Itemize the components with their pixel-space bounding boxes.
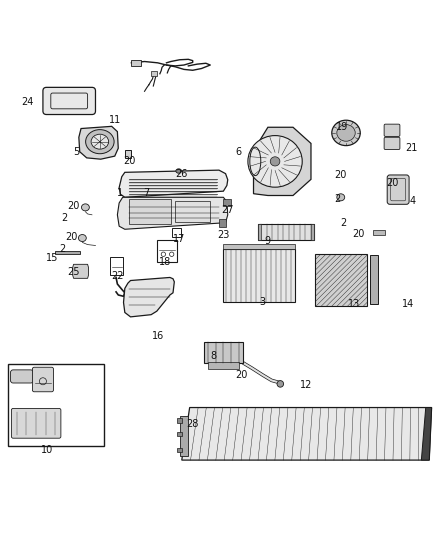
Polygon shape [254,127,311,196]
Ellipse shape [270,157,280,166]
Text: 20: 20 [65,232,77,242]
Text: 26: 26 [176,168,188,179]
Text: 15: 15 [46,253,58,263]
Text: 22: 22 [111,271,124,281]
Text: 10: 10 [41,445,53,455]
Bar [204,342,243,363]
Text: 7: 7 [144,188,150,198]
Ellipse shape [78,235,86,241]
Text: 20: 20 [124,156,136,166]
Bar [177,418,182,423]
Text: 20: 20 [335,169,347,180]
Bar [208,362,239,368]
Text: 27: 27 [222,205,234,215]
Bar [175,201,210,222]
Bar [311,223,314,240]
Text: 18: 18 [159,257,172,267]
Text: 4: 4 [410,196,416,206]
Text: 6: 6 [236,147,242,157]
Bar [125,150,131,158]
Text: 9: 9 [264,236,270,246]
Bar [110,257,123,275]
Polygon shape [79,126,118,159]
Bar [55,251,80,254]
Bar [172,228,181,237]
FancyBboxPatch shape [43,87,95,115]
Text: 2: 2 [341,217,347,228]
Text: 20: 20 [352,229,364,239]
Text: 16: 16 [152,330,165,341]
FancyBboxPatch shape [11,370,33,383]
Ellipse shape [277,381,284,387]
Ellipse shape [337,194,345,201]
FancyBboxPatch shape [11,408,61,438]
Text: 3: 3 [259,297,265,308]
Ellipse shape [176,169,181,173]
Text: 2: 2 [59,244,65,254]
Text: 17: 17 [173,235,186,244]
Text: 12: 12 [300,379,312,390]
Polygon shape [421,408,431,460]
Text: 2: 2 [62,213,68,223]
Text: 11: 11 [109,115,121,125]
Ellipse shape [81,204,89,211]
Ellipse shape [14,418,18,423]
Text: 20: 20 [386,178,398,188]
Ellipse shape [91,134,109,149]
Polygon shape [182,408,431,460]
Text: 28: 28 [187,419,199,429]
Bar [180,416,188,456]
Bar [258,223,314,240]
Text: 13: 13 [348,298,360,309]
Bar [131,60,141,66]
Text: 24: 24 [21,97,33,107]
Text: 8: 8 [211,351,217,361]
Bar [157,240,177,262]
Polygon shape [124,278,174,317]
Bar [223,199,231,206]
Ellipse shape [86,130,114,154]
Ellipse shape [248,135,302,187]
Bar [223,249,295,302]
Polygon shape [117,197,228,229]
Text: 20: 20 [236,370,248,380]
Ellipse shape [332,120,360,146]
Bar [151,71,157,76]
Ellipse shape [337,125,355,141]
Bar [373,230,385,235]
Text: 2: 2 [334,193,340,204]
Text: 25: 25 [67,266,80,277]
FancyBboxPatch shape [384,124,400,136]
Bar [219,219,226,227]
Bar [177,432,182,436]
Bar [258,223,261,240]
Text: 20: 20 [67,201,80,212]
Bar [370,255,378,304]
Polygon shape [119,170,228,197]
Bar [223,244,295,249]
Bar [177,448,182,452]
Text: 23: 23 [217,230,230,240]
Text: 19: 19 [336,122,349,132]
Bar [315,254,367,306]
Polygon shape [73,264,88,278]
FancyBboxPatch shape [387,175,409,204]
Bar [8,364,104,446]
FancyBboxPatch shape [384,138,400,150]
FancyBboxPatch shape [32,367,53,392]
Text: 14: 14 [402,298,414,309]
Text: 1: 1 [117,188,124,198]
Text: 21: 21 [406,143,418,154]
Bar [129,199,171,223]
Text: 5: 5 [74,147,80,157]
